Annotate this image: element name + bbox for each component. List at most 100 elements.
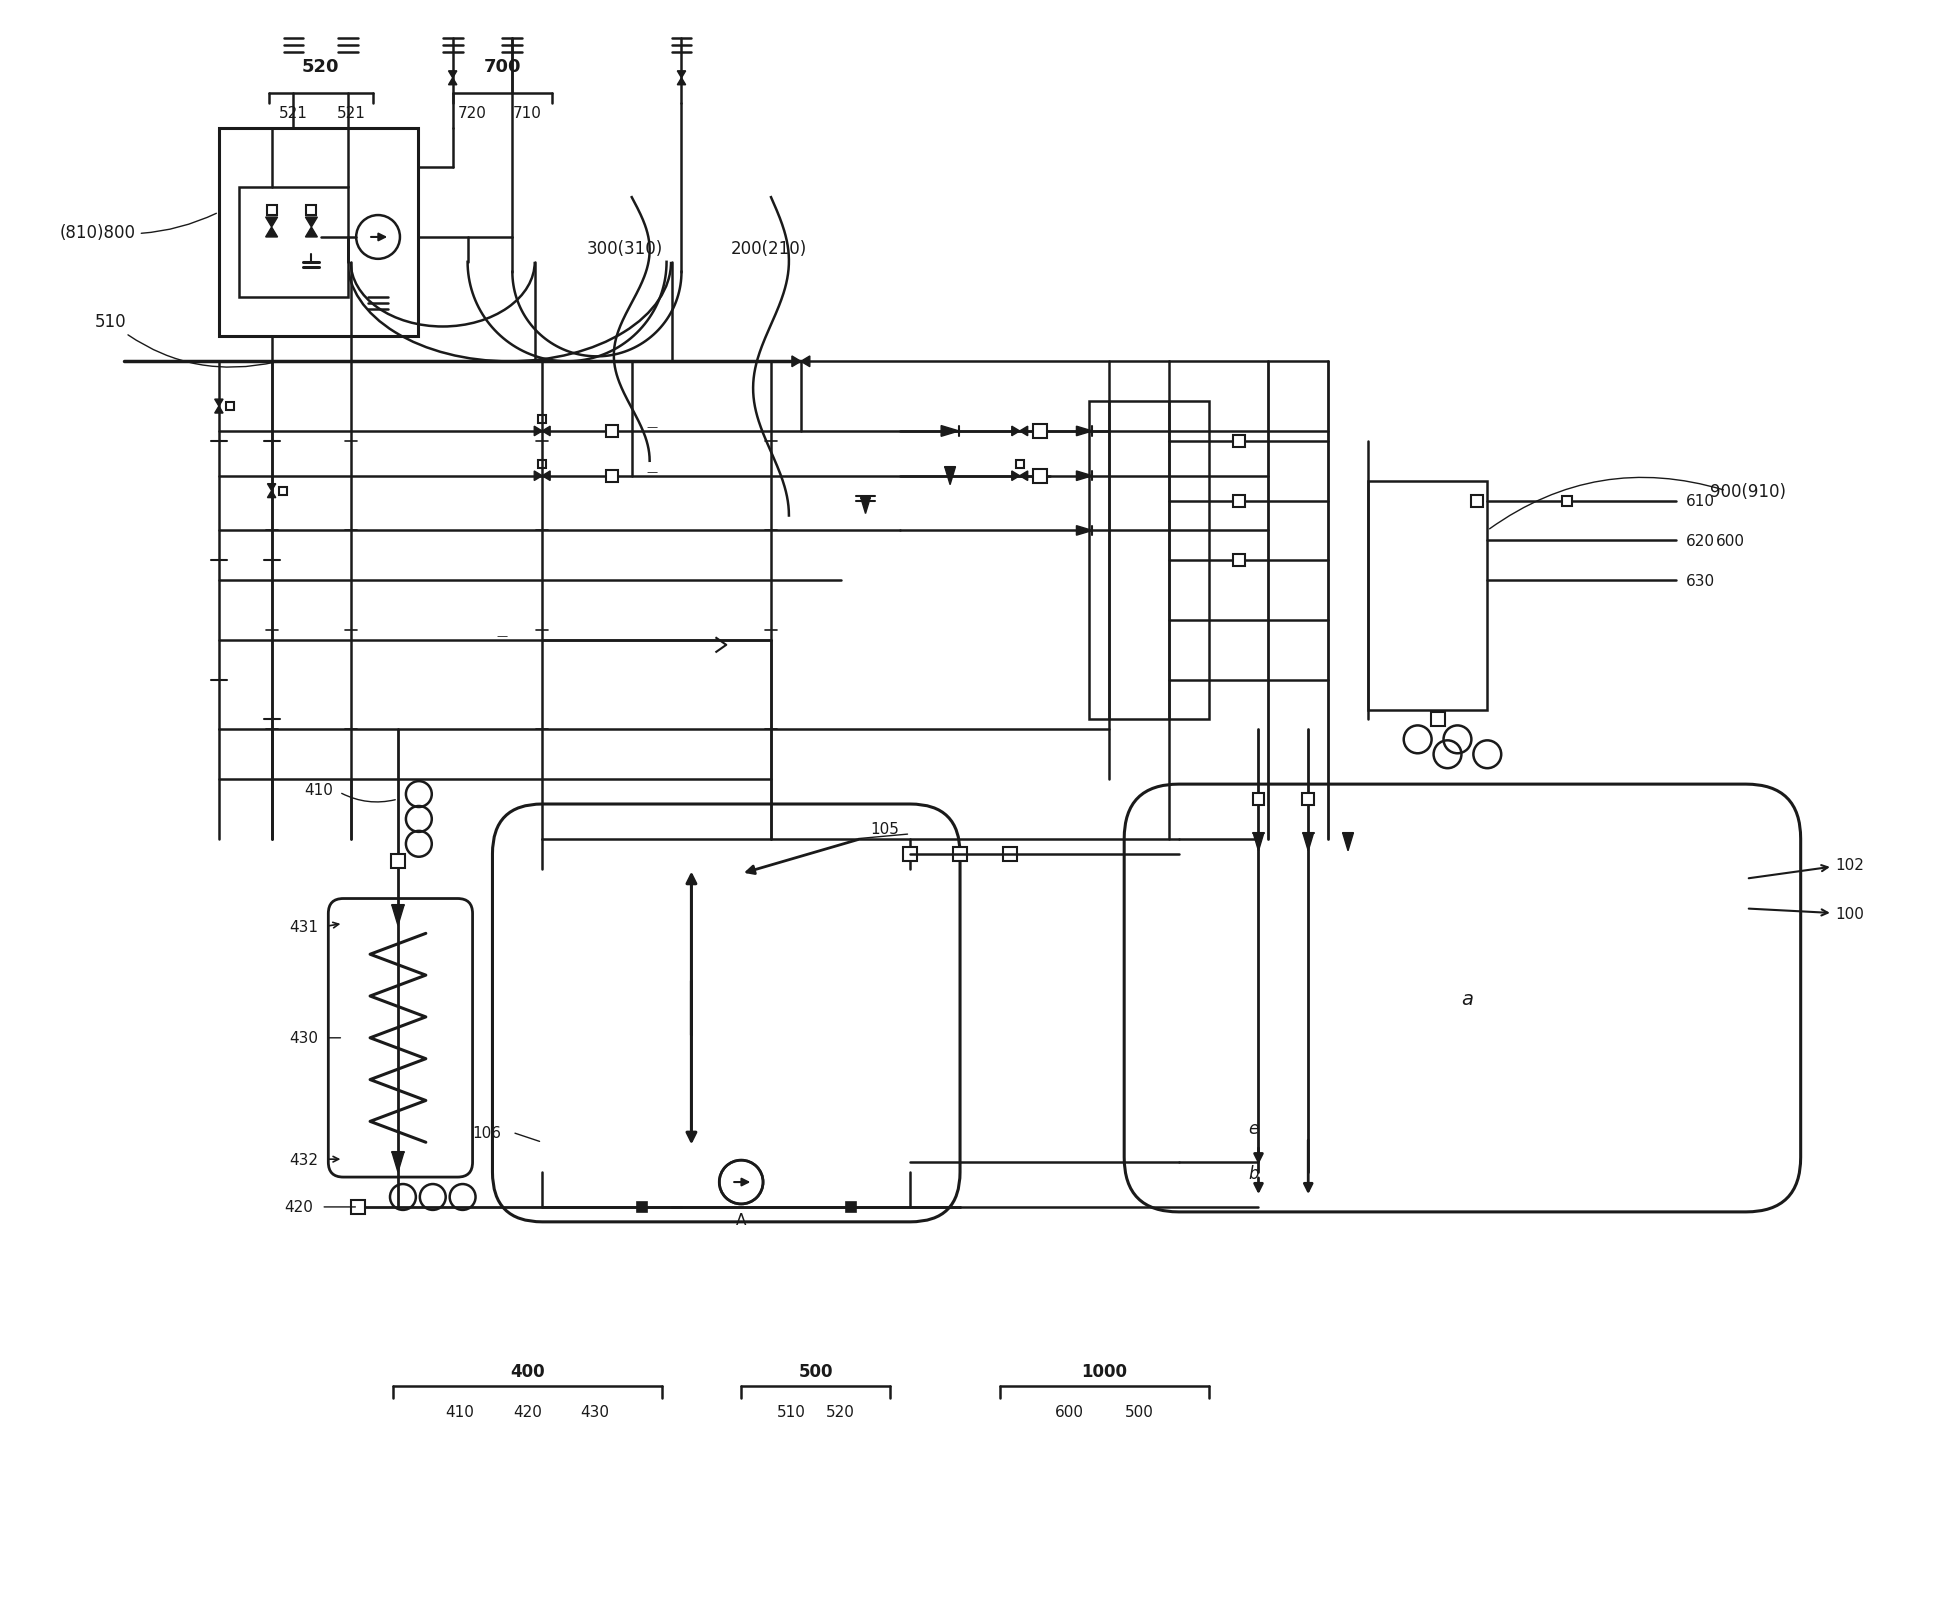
Text: e: e [1248,1120,1258,1138]
Polygon shape [534,428,542,436]
Text: 300(310): 300(310) [586,240,664,258]
Polygon shape [306,218,317,228]
Text: 720: 720 [459,105,488,121]
Text: 431: 431 [290,920,319,935]
Polygon shape [1076,526,1093,536]
Polygon shape [801,357,811,368]
Text: 600: 600 [1055,1404,1084,1419]
Bar [1233,495,1244,507]
Text: 102: 102 [1749,857,1865,878]
Text: —: — [646,421,658,431]
Polygon shape [1012,428,1020,436]
Text: 105: 105 [871,822,900,838]
Text: b: b [1248,1164,1260,1183]
Polygon shape [1012,471,1020,481]
Polygon shape [449,71,457,79]
Bar [1233,555,1244,567]
Text: (810)800: (810)800 [60,215,217,242]
Polygon shape [940,426,960,437]
Bar [1471,495,1484,507]
Bar [226,404,234,412]
Text: —: — [497,631,509,641]
Polygon shape [267,491,277,499]
Text: 106: 106 [472,1125,501,1139]
Text: —: — [646,466,658,476]
Text: a: a [1461,989,1473,1007]
Polygon shape [1254,833,1264,851]
Bar [1033,424,1047,439]
Text: 410: 410 [445,1404,474,1419]
Bar [1016,460,1024,468]
Text: 630: 630 [1685,573,1716,589]
Polygon shape [267,484,277,491]
Text: 200(210): 200(210) [731,240,807,258]
Text: 520: 520 [302,58,339,76]
Bar [954,847,968,862]
Text: 1000: 1000 [1082,1362,1128,1380]
Bar [904,847,917,862]
Polygon shape [1076,471,1093,481]
Polygon shape [1302,833,1314,851]
Polygon shape [542,428,550,436]
Text: 510: 510 [95,313,277,368]
Text: 620: 620 [1685,534,1714,549]
Bar [267,207,277,216]
Text: 700: 700 [484,58,521,76]
Bar [1002,847,1016,862]
Text: 400: 400 [511,1362,544,1380]
Polygon shape [1020,428,1027,436]
Text: 510: 510 [776,1404,805,1419]
Text: 410: 410 [304,783,333,797]
Polygon shape [1076,428,1093,436]
Text: 430: 430 [580,1404,610,1419]
Bar [350,1201,366,1214]
Text: 500: 500 [799,1362,834,1380]
Bar [1302,794,1314,805]
Polygon shape [677,79,685,86]
Text: 420: 420 [284,1199,313,1215]
Polygon shape [393,1152,404,1172]
Text: 520: 520 [826,1404,855,1419]
Bar [1430,713,1445,726]
Bar [1089,402,1209,720]
Text: A: A [735,1212,747,1227]
Text: 500: 500 [1124,1404,1153,1419]
Polygon shape [265,218,277,228]
Bar [637,1202,646,1212]
Bar [606,426,617,437]
Bar [219,129,418,337]
Polygon shape [677,71,685,79]
Text: 710: 710 [513,105,542,121]
Text: 420: 420 [513,1404,542,1419]
Bar [1033,470,1047,483]
Polygon shape [861,499,871,515]
Bar [1252,794,1264,805]
Polygon shape [542,471,550,481]
Bar [606,470,617,483]
Text: 610: 610 [1685,494,1714,508]
Bar [538,416,546,424]
Polygon shape [265,228,277,237]
Bar [279,487,286,495]
Text: 600: 600 [1716,534,1745,549]
Polygon shape [534,471,542,481]
Polygon shape [393,905,404,926]
Polygon shape [215,400,223,407]
Polygon shape [306,228,317,237]
Text: 100: 100 [1749,907,1865,922]
Text: 900(910): 900(910) [1711,483,1786,500]
Polygon shape [1020,471,1027,481]
Text: 521: 521 [279,105,308,121]
Polygon shape [791,357,801,368]
Text: 432: 432 [290,1152,319,1167]
Bar [1562,495,1571,507]
Bar [1368,481,1488,710]
Bar [846,1202,855,1212]
Text: 430: 430 [290,1031,319,1046]
Polygon shape [1343,833,1353,851]
Bar [1233,436,1244,447]
Bar [391,854,404,868]
Bar [306,207,317,216]
Polygon shape [215,407,223,413]
Polygon shape [944,468,956,486]
